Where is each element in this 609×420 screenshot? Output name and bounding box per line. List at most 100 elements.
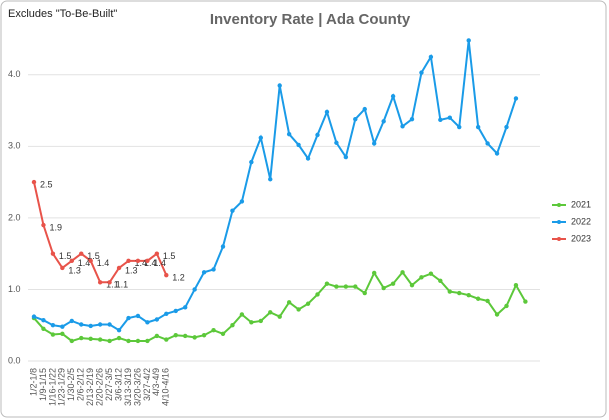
data-point [324, 281, 330, 286]
data-point [154, 317, 160, 322]
data-point [69, 318, 75, 324]
data-point [79, 322, 84, 327]
data-label: 1.3 [125, 265, 138, 275]
data-label: 1.4 [135, 258, 148, 268]
data-point [249, 320, 254, 325]
data-point [362, 106, 367, 112]
data-point [50, 323, 56, 328]
data-point [419, 70, 424, 75]
data-point [305, 301, 311, 306]
x-tick-label: 2/6-2/12 [76, 368, 86, 401]
data-point [60, 331, 65, 337]
data-point [107, 338, 112, 344]
data-point [513, 282, 519, 288]
data-label: 1.5 [163, 251, 176, 261]
data-point [438, 278, 443, 284]
data-point [286, 300, 292, 305]
x-tick-label: 1/16-1/22 [47, 368, 57, 406]
x-tick-label: 2/20-2/26 [95, 368, 105, 406]
data-point [183, 305, 188, 310]
data-point [504, 303, 509, 309]
data-point [135, 258, 141, 264]
data-point [466, 292, 471, 298]
data-label: 2.5 [40, 179, 53, 189]
data-point [192, 335, 197, 340]
data-point [41, 222, 46, 228]
data-point [343, 154, 349, 160]
x-tick-label: 2/13-2/19 [85, 368, 95, 406]
data-point [60, 265, 65, 271]
data-point [409, 116, 415, 122]
data-point [41, 326, 46, 331]
data-label: 1.5 [87, 251, 100, 261]
data-point [447, 115, 452, 120]
data-label: 1.5 [59, 251, 72, 261]
legend-label: 2022 [571, 216, 591, 226]
data-label: 1.4 [78, 258, 91, 268]
data-point [135, 313, 141, 319]
data-point [485, 298, 490, 304]
data-point [107, 322, 112, 327]
data-label: 1.1 [116, 280, 129, 290]
data-point [88, 336, 93, 342]
data-point [173, 333, 178, 338]
x-tick-label: 1/30-2/5 [66, 368, 76, 401]
data-point [457, 290, 462, 296]
data-point [88, 323, 93, 329]
x-tick-label: 1/23-1/29 [57, 368, 67, 406]
data-point [88, 258, 93, 264]
data-point [116, 335, 122, 341]
data-point [31, 179, 37, 185]
data-point [164, 311, 169, 316]
data-point [277, 314, 282, 319]
data-point [97, 322, 103, 327]
data-point [390, 281, 396, 286]
data-point [372, 270, 377, 276]
data-point [485, 141, 490, 146]
data-label: 1.2 [172, 273, 185, 283]
data-label: 1.4 [153, 258, 166, 268]
data-point [211, 328, 216, 333]
y-tick-label: 0.0 [8, 355, 21, 365]
data-label: 1.3 [68, 265, 81, 275]
x-tick-label: 1/2-1/8 [28, 368, 38, 396]
data-point [249, 159, 254, 165]
data-point [164, 272, 169, 278]
y-tick-label: 1.0 [8, 284, 21, 294]
data-point [145, 258, 150, 264]
data-point [400, 124, 405, 129]
data-point [334, 284, 339, 289]
x-tick-label: 4/10-4/16 [161, 368, 171, 406]
data-point [258, 318, 263, 324]
data-point [494, 312, 500, 317]
data-point [523, 299, 528, 304]
data-point [475, 124, 481, 130]
data-label: 1.4 [144, 258, 157, 268]
x-tick-label: 3/20-3/26 [132, 368, 142, 406]
series-line [33, 40, 517, 332]
data-point [353, 116, 358, 122]
data-point [41, 318, 46, 323]
data-point [220, 331, 226, 337]
y-tick-label: 2.0 [8, 212, 21, 222]
data-point [230, 323, 235, 328]
data-point [220, 244, 226, 249]
subtitle: Excludes "To-Be-Built" [8, 8, 117, 20]
data-point [372, 141, 377, 146]
x-tick-label: 3/13-3/19 [123, 368, 133, 406]
data-point [50, 332, 56, 337]
data-point [419, 275, 424, 280]
data-point [277, 83, 282, 88]
data-point [230, 208, 235, 213]
data-point [475, 296, 481, 301]
x-tick-label: 2/27-3/5 [104, 368, 114, 401]
data-point [173, 308, 178, 314]
data-point [50, 251, 56, 256]
data-point [305, 156, 311, 161]
data-point [315, 132, 320, 138]
data-point [183, 333, 188, 339]
data-point [286, 131, 292, 137]
data-point [268, 177, 273, 182]
